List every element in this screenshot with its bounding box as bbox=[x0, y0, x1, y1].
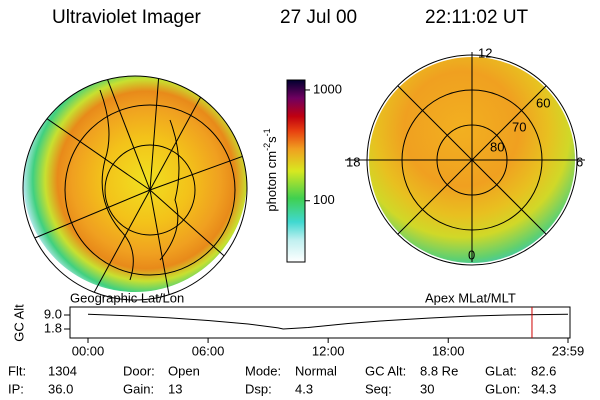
y-tick-label: 1.8 bbox=[44, 320, 62, 335]
lat-label: 80 bbox=[490, 139, 504, 154]
left-label: Geographic Lat/Lon bbox=[70, 290, 184, 305]
field-label: IP: bbox=[8, 381, 24, 396]
field-label: GLat: bbox=[485, 363, 517, 378]
field-label: Gain: bbox=[123, 381, 154, 396]
title: Ultraviolet Imager bbox=[52, 7, 202, 28]
hour-label: 6 bbox=[576, 154, 583, 169]
y-tick-label: 9.0 bbox=[44, 306, 62, 321]
field-value: 82.6 bbox=[531, 363, 556, 378]
field-label: Door: bbox=[123, 363, 155, 378]
altitude-ylabel: GC Alt bbox=[11, 304, 26, 342]
altitude-plot: 9.01.8 00:00 06:00 12:00 18:00 23:59 bbox=[44, 306, 584, 358]
field-label: GLon: bbox=[485, 381, 520, 396]
colorbar bbox=[286, 79, 306, 263]
field-value: 8.8 Re bbox=[420, 363, 458, 378]
unit-exp: -1 bbox=[262, 128, 272, 136]
geographic-image bbox=[22, 75, 248, 301]
field-label: Mode: bbox=[245, 363, 281, 378]
field-value: Normal bbox=[295, 363, 337, 378]
x-tick-label: 12:00 bbox=[312, 343, 345, 358]
footer: Flt: 1304 IP: 36.0 Door: Open Gain: 13 Mode: Norm… bbox=[8, 363, 556, 396]
colorbar-tick-label: 100 bbox=[313, 192, 335, 207]
unit-exp: -2 bbox=[262, 143, 272, 151]
lat-label: 70 bbox=[512, 119, 526, 134]
field-value: Open bbox=[168, 363, 200, 378]
altitude-frame bbox=[69, 306, 571, 339]
lat-label: 60 bbox=[536, 95, 550, 110]
hour-label: 18 bbox=[346, 154, 360, 169]
field-value: 34.3 bbox=[531, 381, 556, 396]
hour-label: 12 bbox=[478, 45, 492, 60]
field-value: 30 bbox=[420, 381, 434, 396]
field-label: Flt: bbox=[8, 363, 26, 378]
colorbar-tick-label: 1000 bbox=[313, 81, 342, 96]
hour-label: 0 bbox=[468, 247, 475, 262]
field-value: 13 bbox=[168, 381, 182, 396]
mlt-image bbox=[345, 52, 585, 266]
unit: s bbox=[264, 136, 279, 143]
field-label: Seq: bbox=[365, 381, 392, 396]
field-value: 36.0 bbox=[48, 381, 73, 396]
x-tick-label: 00:00 bbox=[72, 343, 105, 358]
field-label: Dsp: bbox=[245, 381, 272, 396]
colorbar-ticks: 100 1000 bbox=[305, 81, 342, 207]
x-tick-label: 18:00 bbox=[432, 343, 465, 358]
colorbar-label: photon cm-2s-1 bbox=[262, 128, 279, 211]
field-label: GC Alt: bbox=[365, 363, 406, 378]
right-label: Apex MLat/MLT bbox=[425, 290, 516, 305]
altitude-line bbox=[87, 313, 569, 330]
field-value: 4.3 bbox=[295, 381, 313, 396]
date: 27 Jul 00 bbox=[280, 7, 357, 28]
field-value: 1304 bbox=[48, 363, 77, 378]
time: 22:11:02 UT bbox=[425, 7, 529, 28]
unit: photon cm bbox=[264, 151, 279, 212]
x-tick-label: 06:00 bbox=[192, 343, 225, 358]
x-tick-label: 23:59 bbox=[552, 343, 585, 358]
